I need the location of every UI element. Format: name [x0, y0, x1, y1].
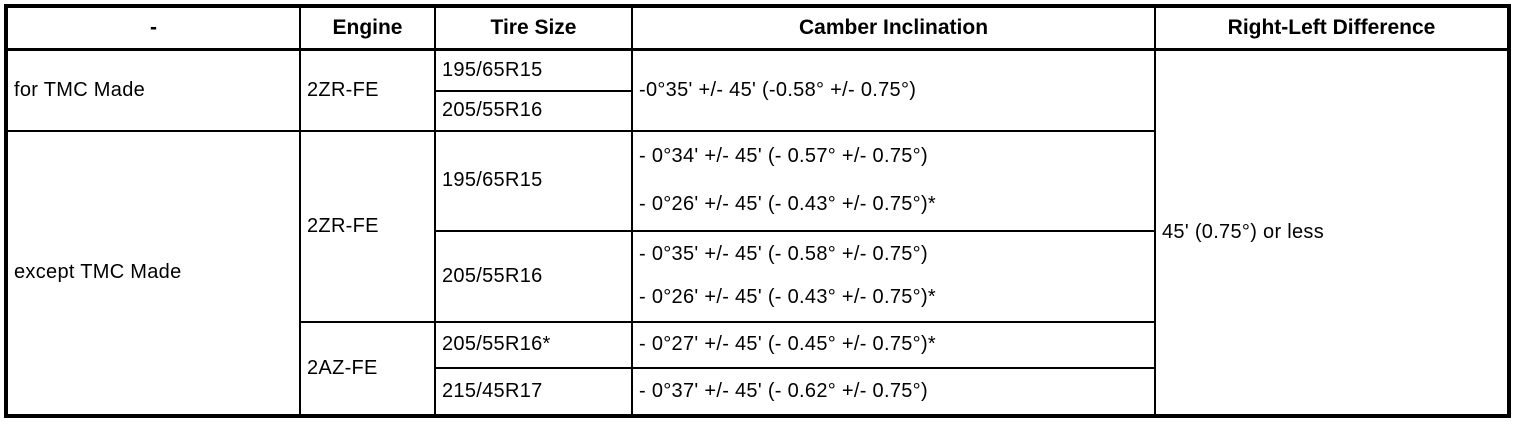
table-row: 2AZ-FE 205/55R16* - 0°27' +/- 45' (- 0.4… [6, 320, 1509, 417]
cell-camber-tmc: -0°35' +/- 45' (-0.58° +/- 0.75°) [631, 48, 1156, 132]
table-row: 215/45R17 - 0°37' +/- 45' (- 0.62° +/- 0… [6, 366, 1509, 417]
cell-except-tmc-made: except TMC Made [5, 129, 301, 417]
table-row: 205/55R16 [6, 89, 1509, 132]
cell-camber-215: - 0°37' +/- 45' (- 0.62° +/- 0.75°) [631, 366, 1156, 417]
header-right-left-difference: Right-Left Difference [1154, 5, 1510, 51]
table-row: except TMC Made 2ZR-FE 195/65R15 - 0°34'… [5, 129, 1509, 417]
header-engine: Engine [299, 5, 436, 51]
cell-tire-215-45r17: 215/45R17 [434, 366, 633, 417]
cell-engine-2zr-fe-except: 2ZR-FE [299, 129, 436, 323]
cell-camber-195-except: - 0°34' +/- 45' (- 0.57° +/- 0.75°) - 0°… [631, 129, 1156, 232]
cell-camber-205-star: - 0°27' +/- 45' (- 0.45° +/- 0.75°)* [631, 320, 1156, 369]
camber-spec-table: - Engine Tire Size Camber Inclination Ri… [4, 4, 1511, 418]
cell-engine-2zr-fe-tmc: 2ZR-FE [299, 48, 436, 132]
cell-camber-205-except: - 0°35' +/- 45' (- 0.58° +/- 0.75°) - 0°… [631, 229, 1156, 323]
cell-tire-205-55r16-tmc: 205/55R16 [434, 89, 633, 132]
table-row: 205/55R16 - 0°35' +/- 45' (- 0.58° +/- 0… [6, 229, 1509, 323]
cell-tire-195-65r15-except: 195/65R15 [434, 129, 633, 232]
cell-tire-205-55r16-except: 205/55R16 [434, 229, 633, 323]
camber-value: - 0°35' +/- 45' (- 0.58° +/- 0.75°) [639, 242, 928, 265]
header-tire-size: Tire Size [434, 5, 633, 51]
camber-value: - 0°26' +/- 45' (- 0.43° +/- 0.75°)* [639, 286, 937, 309]
cell-engine-2az-fe: 2AZ-FE [299, 320, 436, 417]
cell-for-tmc-made: for TMC Made [5, 48, 301, 132]
camber-value: - 0°34' +/- 45' (- 0.57° +/- 0.75°) [639, 145, 928, 167]
table-row: for TMC Made 2ZR-FE 195/65R15 -0°35' +/-… [5, 48, 1510, 417]
header-dash: - [5, 5, 301, 51]
camber-value: - 0°26' +/- 45' (- 0.43° +/- 0.75°)* [639, 193, 937, 215]
cell-right-left-difference: 45' (0.75°) or less [1154, 48, 1510, 417]
cell-tire-205-55r16-star: 205/55R16* [434, 320, 633, 369]
header-row: - Engine Tire Size Camber Inclination Ri… [5, 5, 1510, 51]
cell-tire-195-65r15-tmc: 195/65R15 [434, 48, 633, 92]
header-camber-inclination: Camber Inclination [631, 5, 1156, 51]
